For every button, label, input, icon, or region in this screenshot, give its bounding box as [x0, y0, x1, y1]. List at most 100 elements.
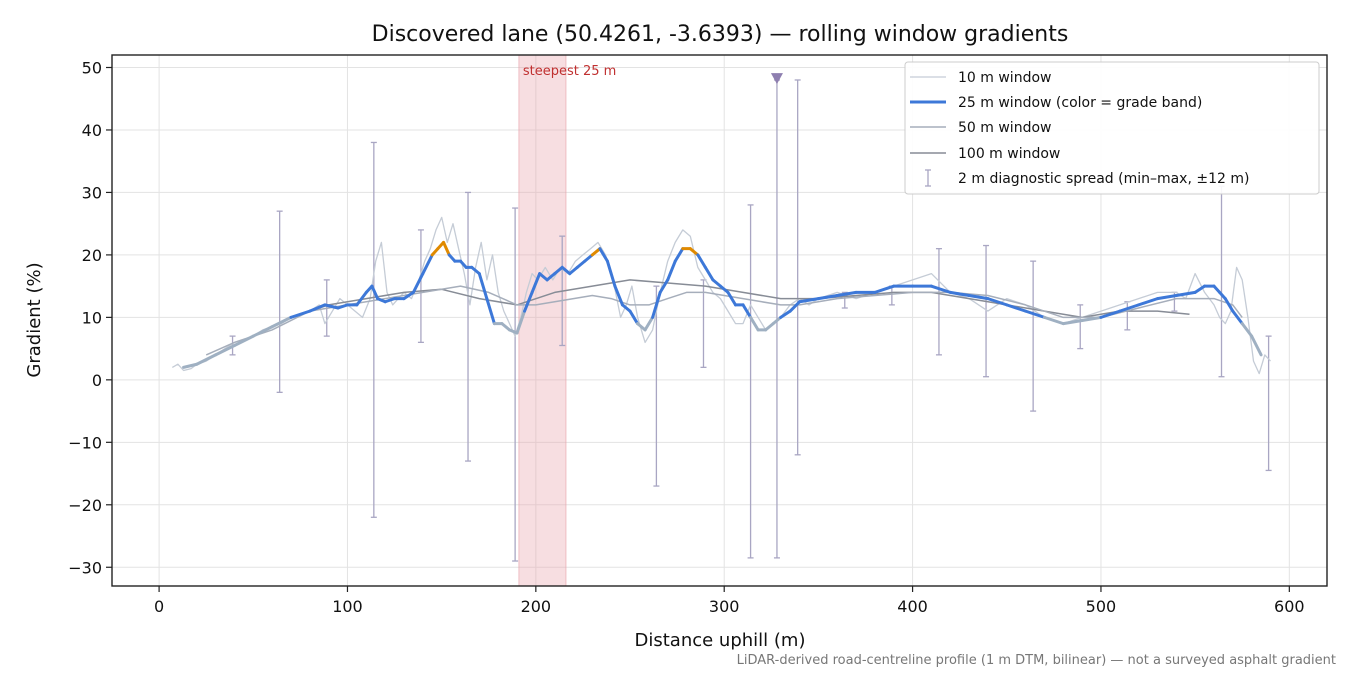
y-tick-label-5: 20	[82, 246, 102, 265]
w25-segment-95	[1223, 297, 1235, 313]
w25-segment-43	[590, 247, 602, 257]
w25-segment-74	[873, 284, 896, 294]
x-tick-label-6: 600	[1274, 597, 1305, 616]
w25-segment-69	[788, 300, 802, 313]
errorbar-21	[1218, 185, 1225, 378]
y-tick-label-0: −30	[68, 558, 102, 577]
y-tick-label-4: 10	[82, 308, 102, 327]
legend-entry-w25: 25 m window (color = grade band)	[910, 95, 1202, 111]
w25-segment-87	[1118, 303, 1141, 313]
w25-segment-51	[651, 290, 662, 319]
w25-segment-0	[182, 362, 199, 369]
w25-segment-78	[948, 290, 971, 298]
steepest-band	[518, 54, 567, 587]
errorbar-10	[747, 204, 754, 559]
w25-segment-86	[1099, 309, 1122, 319]
w25-segment-38	[553, 265, 564, 276]
legend-entry-w50: 50 m window	[910, 120, 1051, 136]
w25-segment-52	[658, 278, 670, 294]
w25-segment-98	[1250, 334, 1263, 357]
legend-label-w25: 25 m window (color = grade band)	[958, 95, 1202, 111]
w25-segment-1	[195, 353, 218, 366]
w25-segment-31	[500, 322, 511, 332]
w25-segment-41	[575, 259, 587, 269]
w25-segment-2	[214, 343, 236, 357]
series-line-w25	[182, 240, 1263, 369]
x-tick-label-2: 200	[521, 597, 552, 616]
legend-label-w10: 10 m window	[958, 70, 1051, 86]
y-tick-label-3: 0	[92, 371, 102, 390]
w25-segment-79	[967, 294, 990, 301]
w25-segment-90	[1174, 290, 1197, 298]
w25-segment-35	[530, 272, 542, 294]
peak-marker	[770, 73, 783, 85]
y-tick-label-6: 30	[82, 183, 102, 202]
errorbar-8	[653, 285, 660, 487]
series-line-w50	[205, 285, 1243, 356]
w25-segment-48	[628, 309, 640, 326]
w25-segment-49	[636, 322, 647, 332]
w25-segment-45	[605, 259, 617, 288]
w25-segment-47	[620, 303, 632, 313]
w25-segment-18	[411, 272, 425, 294]
legend-box	[904, 61, 1320, 195]
y-tick-label-1: −20	[68, 496, 102, 515]
w25-segment-13	[370, 284, 380, 301]
x-tick-label-3: 300	[709, 597, 740, 616]
w25-segment-40	[568, 265, 579, 276]
w25-segment-34	[523, 290, 534, 313]
x-tick-label-0: 0	[154, 597, 164, 616]
w25-segment-5	[270, 315, 293, 329]
plot-frame	[111, 54, 1328, 587]
w25-segment-85	[1080, 315, 1103, 322]
w25-segment-71	[816, 294, 839, 301]
w25-segment-53	[666, 259, 677, 282]
w25-segment-59	[711, 278, 722, 288]
errorbar-4	[417, 229, 424, 344]
highlight-band	[518, 54, 567, 587]
w25-segment-70	[798, 297, 820, 304]
x-tick-label-4: 400	[897, 597, 928, 616]
y-tick-label-7: 40	[82, 121, 102, 140]
w25-segment-3	[232, 334, 255, 347]
w25-segment-33	[515, 309, 527, 335]
w25-segment-28	[477, 272, 489, 301]
chart-title: Discovered lane (50.4261, -3.6393) — rol…	[372, 22, 1069, 47]
w25-segment-60	[718, 284, 730, 294]
w25-segment-56	[688, 247, 700, 257]
w25-segment-68	[779, 309, 792, 319]
w25-segment-19	[421, 253, 434, 276]
errorbar-15	[935, 248, 942, 356]
footnote: LiDAR-derived road-centreline profile (1…	[737, 653, 1336, 668]
x-tick-label-5: 500	[1086, 597, 1117, 616]
x-axis: 0 100 200 300 400 500 600	[154, 586, 1305, 616]
highlight-label: steepest 25 m	[523, 64, 616, 79]
w25-segment-29	[485, 297, 496, 326]
legend-entry-w100: 100 m window	[910, 146, 1060, 162]
w25-segment-54	[673, 247, 685, 263]
legend-label-w50: 50 m window	[958, 120, 1051, 136]
w25-segment-37	[545, 272, 557, 282]
w25-segment-36	[538, 272, 549, 282]
w25-segment-97	[1240, 322, 1254, 338]
w25-segment-89	[1155, 294, 1178, 301]
errorbar-5	[465, 191, 472, 462]
w25-segment-66	[764, 322, 775, 332]
errorbar-6	[512, 207, 519, 562]
errorbar-16	[983, 244, 990, 378]
w25-segment-80	[986, 297, 1009, 307]
w25-segment-72	[835, 290, 858, 298]
x-axis-label: Distance uphill (m)	[635, 630, 806, 651]
legend-entry-err: 2 m diagnostic spread (min–max, ±12 m)	[925, 169, 1249, 187]
w25-segment-77	[929, 284, 952, 294]
w25-segment-82	[1024, 309, 1046, 319]
errorbar-3	[370, 141, 377, 518]
w25-segment-44	[598, 247, 609, 263]
w25-segment-63	[741, 303, 753, 319]
errorbar-19	[1124, 301, 1131, 331]
w25-segment-15	[383, 297, 397, 304]
w25-segment-91	[1193, 284, 1207, 294]
w25-segment-22	[442, 240, 451, 257]
w25-segment-11	[355, 290, 368, 307]
